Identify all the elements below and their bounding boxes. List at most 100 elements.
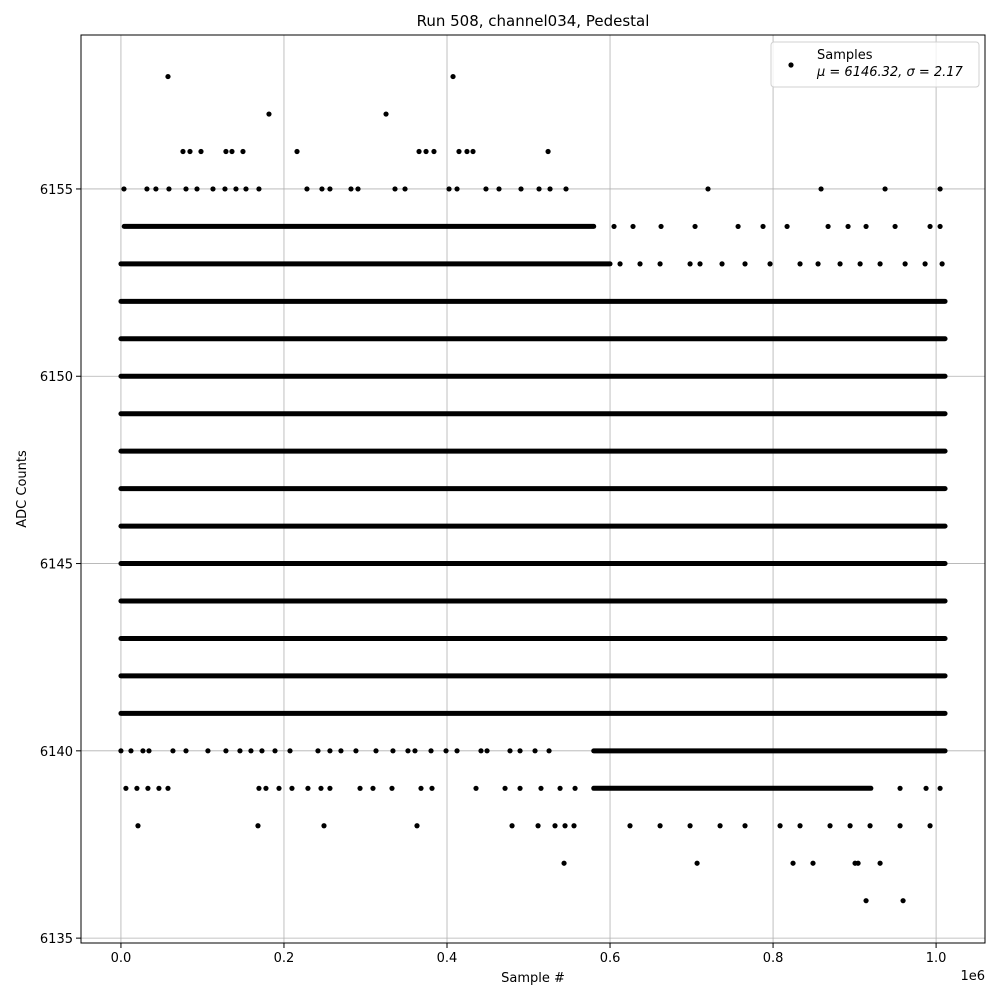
point [355,186,361,192]
point [877,261,883,267]
point [742,823,748,829]
legend-marker [788,62,794,68]
point [855,860,861,866]
point [318,785,324,791]
point [923,785,929,791]
point [428,748,434,754]
point [156,785,162,791]
point [897,785,903,791]
point [790,860,796,866]
point [443,748,449,754]
point [305,785,311,791]
point [187,148,193,155]
point [144,186,150,192]
point [562,823,568,829]
legend-stats: μ = 6146.32, σ = 2.17 [816,65,964,80]
point [697,261,703,267]
point [123,785,129,791]
point [315,748,321,754]
x-tick-label: 0.2 [274,951,295,966]
legend-box [770,41,980,88]
point [414,823,420,829]
point [450,73,456,80]
point [937,186,943,192]
point [657,261,663,267]
point [256,785,262,791]
point [327,186,333,192]
point [134,785,140,791]
point [446,186,452,192]
point [478,748,484,754]
point [825,223,831,230]
point [319,186,325,192]
point [135,823,141,829]
point [882,186,888,192]
point [797,823,803,829]
x-tick-label: 1.0 [926,951,947,966]
point [536,186,542,192]
point [223,148,229,155]
point [902,261,908,267]
point [837,261,843,267]
point [392,186,398,192]
point [797,261,803,267]
x-offset-label: 1e6 [960,969,985,984]
point [402,186,408,192]
point [760,223,766,230]
point [705,186,711,192]
point [259,748,265,754]
y-axis-label: ADC Counts [15,450,30,528]
point [617,261,623,267]
point [810,860,816,866]
point [353,748,359,754]
point [518,186,524,192]
point [863,898,869,904]
point [845,223,851,230]
point [418,785,424,791]
chart-title: Run 508, channel034, Pedestal [417,12,650,30]
point [338,748,344,754]
point [222,186,228,192]
point [784,223,790,230]
point [166,186,172,192]
x-axis-label: Sample # [501,971,565,986]
point [547,186,553,192]
point [233,186,239,192]
y-tick-label: 6135 [40,932,73,947]
x-tick-label: 0.6 [600,951,621,966]
point [563,186,569,192]
point [256,186,262,192]
point [183,186,189,192]
point [927,223,933,230]
point [538,785,544,791]
point [165,785,171,791]
point [140,748,146,754]
y-tick-label: 6155 [40,183,73,198]
point [658,223,664,230]
point [287,748,293,754]
point [289,785,295,791]
point [517,785,523,791]
x-tick-label: 0.4 [437,951,458,966]
point [170,748,176,754]
point [370,785,376,791]
point [867,823,873,829]
point [473,785,479,791]
point [223,748,229,754]
point [276,785,282,791]
point [383,111,389,117]
point [229,148,235,155]
point [389,785,395,791]
point [348,186,354,192]
point [630,223,636,230]
point [937,223,943,230]
point [237,748,243,754]
point [818,186,824,192]
point [815,261,821,267]
point [863,223,869,230]
point [735,223,741,230]
point [145,785,151,791]
point [121,186,127,192]
point [321,823,327,829]
point [922,261,928,267]
